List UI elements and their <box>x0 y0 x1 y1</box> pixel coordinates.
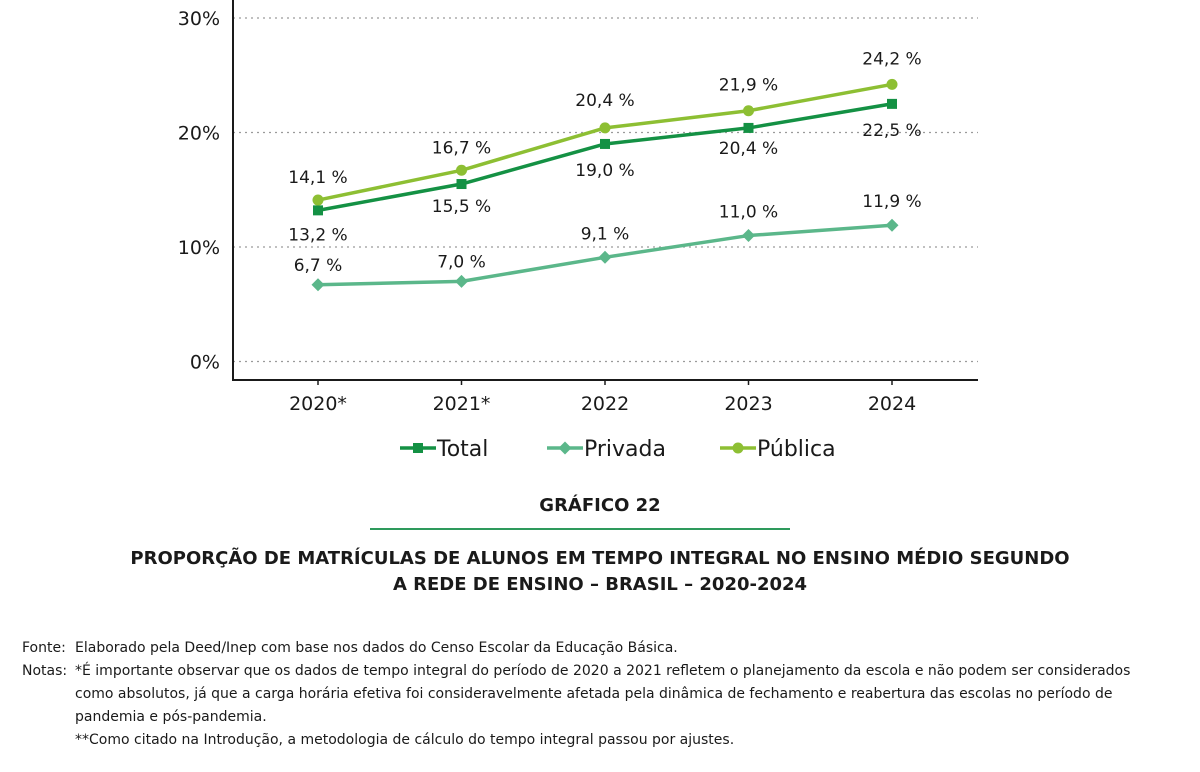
legend-item: Privada <box>547 437 666 462</box>
x-tick-label: 2021* <box>433 393 491 415</box>
chart-title: PROPORÇÃO DE MATRÍCULAS DE ALUNOS EM TEM… <box>0 546 1200 598</box>
line-chart: 0% 10% 20% 30% 2020* 2021* 2022 2023 2024 6,7 %… <box>178 0 978 462</box>
note-line-4: **Como citado na Introdução, a metodolog… <box>75 732 735 748</box>
axes <box>232 0 978 385</box>
chart-title-line-1: PROPORÇÃO DE MATRÍCULAS DE ALUNOS EM TEM… <box>130 548 1070 569</box>
notes-label: Notas: <box>22 663 68 679</box>
data-point <box>456 179 467 190</box>
legend-item: Pública <box>720 437 836 462</box>
data-label: 21,9 % <box>719 76 778 96</box>
data-label: 19,0 % <box>575 161 634 181</box>
x-tick-label: 2024 <box>868 393 916 415</box>
y-tick-label: 20% <box>178 123 220 145</box>
chart-legend: Total Privada Pública <box>400 437 836 462</box>
data-point <box>887 98 897 109</box>
data-label: 6,7 % <box>294 256 343 276</box>
data-label: 14,1 % <box>288 168 347 188</box>
data-labels: 6,7 % 7,0 % 9,1 % 11,0 % 11,9 % 13,2 % 15,5 % 1… <box>288 49 921 275</box>
x-tick-label: 2023 <box>724 393 772 415</box>
data-point <box>742 229 755 243</box>
y-tick-label: 0% <box>190 352 220 374</box>
legend-marker <box>413 443 423 453</box>
source-text: Elaborado pela Deed/Inep com base nos da… <box>75 640 678 656</box>
data-point <box>886 78 898 90</box>
data-label: 20,4 % <box>575 91 634 111</box>
data-label: 16,7 % <box>432 138 491 158</box>
legend-label: Privada <box>584 437 666 462</box>
data-point <box>743 122 754 133</box>
y-tick-label: 30% <box>178 8 220 30</box>
note-line-1: *É importante observar que os dados de t… <box>75 663 1131 679</box>
x-tick-label: 2020* <box>289 393 347 415</box>
data-label: 20,4 % <box>719 139 778 159</box>
data-label: 11,9 % <box>862 192 921 212</box>
legend-label: Total <box>436 437 488 462</box>
data-point <box>312 194 324 206</box>
data-point <box>600 138 610 149</box>
legend-label: Pública <box>757 437 836 462</box>
x-axis-tick-labels: 2020* 2021* 2022 2023 2024 <box>289 393 916 415</box>
legend-marker <box>558 441 572 455</box>
gridlines <box>233 17 978 363</box>
data-label: 22,5 % <box>862 121 921 141</box>
legend-item: Total <box>400 437 488 462</box>
data-point <box>455 274 468 288</box>
caption-divider <box>370 528 790 530</box>
data-label: 7,0 % <box>437 252 486 272</box>
x-tick-label: 2022 <box>581 393 629 415</box>
data-point <box>598 250 612 264</box>
data-label: 11,0 % <box>719 203 778 223</box>
data-label: 24,2 % <box>862 49 921 69</box>
data-point <box>311 278 325 292</box>
data-point <box>456 164 467 176</box>
chart-title-line-2: A REDE DE ENSINO – BRASIL – 2020-2024 <box>392 574 808 595</box>
figure-number: GRÁFICO 22 <box>539 495 661 516</box>
note-line-2: como absolutos, já que a carga horária e… <box>75 686 1113 702</box>
data-point <box>743 105 754 117</box>
y-axis-tick-labels: 0% 10% 20% 30% <box>178 8 220 374</box>
series-lines <box>311 78 899 292</box>
data-label: 9,1 % <box>581 224 630 244</box>
data-point <box>599 122 611 134</box>
data-label: 13,2 % <box>288 225 347 245</box>
data-point <box>313 205 323 216</box>
note-line-3: pandemia e pós-pandemia. <box>75 709 267 725</box>
source-label: Fonte: <box>22 640 66 656</box>
data-point <box>885 218 899 232</box>
legend-marker <box>732 442 744 454</box>
y-tick-label: 10% <box>178 237 220 259</box>
series-line-total <box>317 102 893 213</box>
data-label: 15,5 % <box>432 197 491 217</box>
